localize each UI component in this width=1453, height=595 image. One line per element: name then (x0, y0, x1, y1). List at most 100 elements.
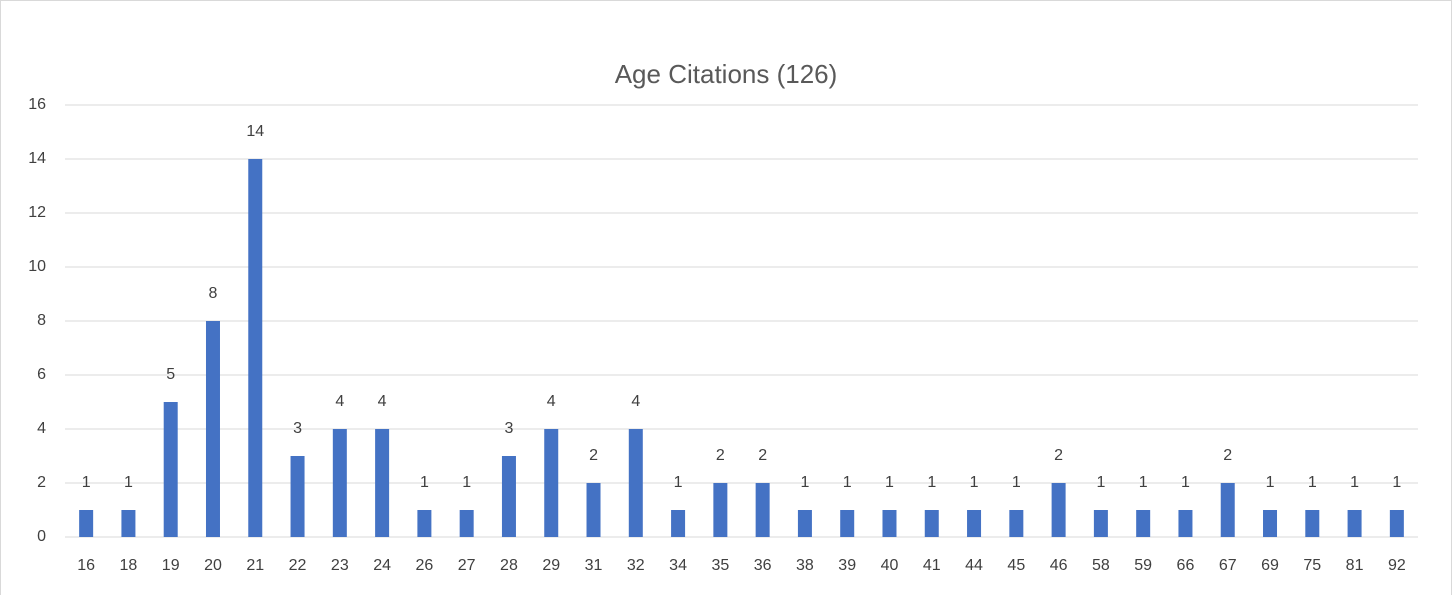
x-tick-label: 24 (373, 557, 391, 574)
x-tick-label: 31 (585, 557, 603, 574)
bar (375, 429, 390, 537)
data-label: 2 (589, 447, 598, 464)
data-label: 1 (82, 474, 91, 491)
bar (459, 510, 474, 537)
data-label: 1 (674, 474, 683, 491)
bar (1220, 483, 1235, 537)
y-tick-label: 16 (28, 96, 46, 113)
bar (924, 510, 939, 537)
x-tick-label: 34 (669, 557, 687, 574)
x-tick-label: 39 (838, 557, 856, 574)
y-tick-label: 10 (28, 258, 46, 275)
data-label: 1 (420, 474, 429, 491)
x-tick-label: 32 (627, 557, 645, 574)
data-label: 4 (335, 393, 344, 410)
chart-title: Age Citations (126) (615, 59, 838, 89)
bar (248, 159, 263, 537)
data-label: 2 (758, 447, 767, 464)
bar (586, 483, 601, 537)
data-label: 1 (1266, 474, 1275, 491)
x-tick-label: 41 (923, 557, 941, 574)
x-tick-label: 92 (1388, 557, 1406, 574)
x-tick-label: 75 (1303, 557, 1321, 574)
bar (121, 510, 136, 537)
bar (417, 510, 432, 537)
data-label: 1 (124, 474, 133, 491)
x-tick-label: 23 (331, 557, 349, 574)
bar (1009, 510, 1024, 537)
data-label: 14 (246, 123, 264, 140)
data-label: 1 (1392, 474, 1401, 491)
x-tick-label: 19 (162, 557, 180, 574)
y-tick-label: 14 (28, 150, 46, 167)
x-tick-label: 40 (881, 557, 899, 574)
x-tick-label: 59 (1134, 557, 1152, 574)
x-tick-label: 20 (204, 557, 222, 574)
data-label: 1 (885, 474, 894, 491)
data-label: 1 (927, 474, 936, 491)
bar (1305, 510, 1320, 537)
y-tick-label: 6 (37, 366, 46, 383)
bar (840, 510, 855, 537)
bar (671, 510, 686, 537)
x-tick-label: 44 (965, 557, 983, 574)
data-label: 1 (1350, 474, 1359, 491)
x-tick-label: 35 (711, 557, 729, 574)
bar (332, 429, 347, 537)
x-tick-label: 27 (458, 557, 476, 574)
x-tick-label: 81 (1346, 557, 1364, 574)
data-label: 5 (166, 366, 175, 383)
y-tick-label: 0 (37, 528, 46, 545)
bar (628, 429, 643, 537)
data-label: 4 (631, 393, 640, 410)
x-tick-label: 36 (754, 557, 772, 574)
x-tick-label: 16 (77, 557, 95, 574)
y-tick-label: 2 (37, 474, 46, 491)
x-tick-label: 66 (1177, 557, 1195, 574)
bar (1347, 510, 1362, 537)
x-tick-label: 67 (1219, 557, 1237, 574)
x-tick-label: 45 (1007, 557, 1025, 574)
data-label: 1 (970, 474, 979, 491)
bar (1136, 510, 1151, 537)
bar (501, 456, 516, 537)
data-label: 1 (1181, 474, 1190, 491)
bar (1178, 510, 1193, 537)
data-label: 2 (716, 447, 725, 464)
bar (163, 402, 178, 537)
bar (797, 510, 812, 537)
data-label: 2 (1054, 447, 1063, 464)
x-tick-label: 29 (542, 557, 560, 574)
bar (1389, 510, 1404, 537)
data-label: 1 (1308, 474, 1317, 491)
bar (1263, 510, 1278, 537)
bar (713, 483, 728, 537)
x-tick-label: 58 (1092, 557, 1110, 574)
data-label: 1 (1012, 474, 1021, 491)
x-tick-label: 18 (120, 557, 138, 574)
bar (755, 483, 770, 537)
data-label: 1 (1096, 474, 1105, 491)
bar (967, 510, 982, 537)
data-label: 3 (505, 420, 514, 437)
data-label: 4 (378, 393, 387, 410)
data-label: 1 (1139, 474, 1148, 491)
y-tick-label: 8 (37, 312, 46, 329)
bar (882, 510, 897, 537)
x-tick-label: 69 (1261, 557, 1279, 574)
x-tick-label: 28 (500, 557, 518, 574)
data-label: 8 (209, 285, 218, 302)
bar (205, 321, 220, 537)
bar (79, 510, 94, 537)
bar (1051, 483, 1066, 537)
x-tick-label: 22 (289, 557, 307, 574)
data-label: 3 (293, 420, 302, 437)
bar (544, 429, 559, 537)
data-label: 4 (547, 393, 556, 410)
x-tick-label: 21 (246, 557, 264, 574)
data-label: 1 (462, 474, 471, 491)
data-label: 2 (1223, 447, 1232, 464)
bar (290, 456, 305, 537)
bar (1093, 510, 1108, 537)
